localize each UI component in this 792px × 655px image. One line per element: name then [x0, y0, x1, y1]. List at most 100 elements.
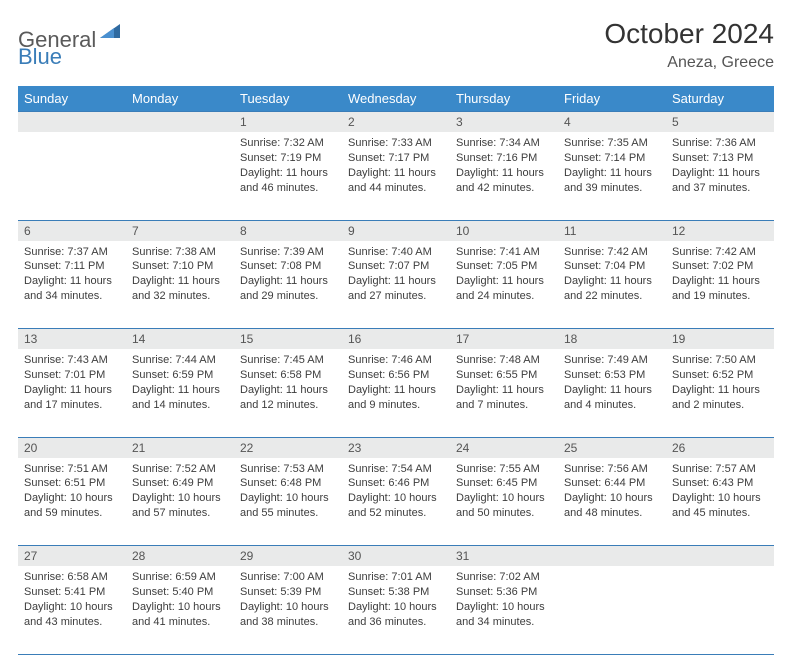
location: Aneza, Greece [604, 54, 774, 72]
day-details: Sunrise: 7:57 AMSunset: 6:43 PMDaylight:… [666, 458, 774, 527]
day-body-cell: Sunrise: 7:45 AMSunset: 6:58 PMDaylight:… [234, 349, 342, 437]
daynum-row: 13141516171819 [18, 329, 774, 350]
daynum-row: 12345 [18, 112, 774, 133]
day-number-cell: 10 [450, 220, 558, 241]
day-number-cell: 27 [18, 546, 126, 567]
day-number-cell: 18 [558, 329, 666, 350]
day-number-cell: 26 [666, 437, 774, 458]
day-details: Sunrise: 7:56 AMSunset: 6:44 PMDaylight:… [558, 458, 666, 527]
day-details: Sunrise: 7:39 AMSunset: 7:08 PMDaylight:… [234, 241, 342, 310]
day-details: Sunrise: 7:49 AMSunset: 6:53 PMDaylight:… [558, 349, 666, 418]
week-row: Sunrise: 7:32 AMSunset: 7:19 PMDaylight:… [18, 132, 774, 220]
day-number-cell: 24 [450, 437, 558, 458]
week-row: Sunrise: 7:37 AMSunset: 7:11 PMDaylight:… [18, 241, 774, 329]
day-number-cell: 19 [666, 329, 774, 350]
day-number-cell: 5 [666, 112, 774, 133]
logo-triangle-icon [100, 24, 120, 43]
day-details: Sunrise: 7:52 AMSunset: 6:49 PMDaylight:… [126, 458, 234, 527]
day-body-cell: Sunrise: 6:59 AMSunset: 5:40 PMDaylight:… [126, 566, 234, 654]
weekday-header: Wednesday [342, 86, 450, 112]
day-number-cell: 14 [126, 329, 234, 350]
day-number-cell [666, 546, 774, 567]
day-details: Sunrise: 6:58 AMSunset: 5:41 PMDaylight:… [18, 566, 126, 635]
day-details: Sunrise: 7:43 AMSunset: 7:01 PMDaylight:… [18, 349, 126, 418]
day-details: Sunrise: 7:40 AMSunset: 7:07 PMDaylight:… [342, 241, 450, 310]
day-details: Sunrise: 7:33 AMSunset: 7:17 PMDaylight:… [342, 132, 450, 201]
day-number-cell: 7 [126, 220, 234, 241]
day-number-cell: 9 [342, 220, 450, 241]
day-details: Sunrise: 7:38 AMSunset: 7:10 PMDaylight:… [126, 241, 234, 310]
day-body-cell: Sunrise: 7:34 AMSunset: 7:16 PMDaylight:… [450, 132, 558, 220]
calendar-page: General October 2024 Aneza, Greece Blue … [0, 0, 792, 655]
day-number-cell: 6 [18, 220, 126, 241]
day-body-cell: Sunrise: 7:56 AMSunset: 6:44 PMDaylight:… [558, 458, 666, 546]
day-details: Sunrise: 7:41 AMSunset: 7:05 PMDaylight:… [450, 241, 558, 310]
day-body-cell: Sunrise: 7:50 AMSunset: 6:52 PMDaylight:… [666, 349, 774, 437]
day-details: Sunrise: 7:44 AMSunset: 6:59 PMDaylight:… [126, 349, 234, 418]
day-body-cell [126, 132, 234, 220]
day-body-cell [666, 566, 774, 654]
daynum-row: 6789101112 [18, 220, 774, 241]
day-body-cell: Sunrise: 7:57 AMSunset: 6:43 PMDaylight:… [666, 458, 774, 546]
day-body-cell: Sunrise: 7:43 AMSunset: 7:01 PMDaylight:… [18, 349, 126, 437]
day-details: Sunrise: 7:35 AMSunset: 7:14 PMDaylight:… [558, 132, 666, 201]
day-body-cell: Sunrise: 7:38 AMSunset: 7:10 PMDaylight:… [126, 241, 234, 329]
day-number-cell: 31 [450, 546, 558, 567]
day-details: Sunrise: 7:46 AMSunset: 6:56 PMDaylight:… [342, 349, 450, 418]
day-body-cell: Sunrise: 7:40 AMSunset: 7:07 PMDaylight:… [342, 241, 450, 329]
day-number-cell [126, 112, 234, 133]
day-details: Sunrise: 7:36 AMSunset: 7:13 PMDaylight:… [666, 132, 774, 201]
day-body-cell: Sunrise: 7:32 AMSunset: 7:19 PMDaylight:… [234, 132, 342, 220]
title-block: October 2024 Aneza, Greece [604, 18, 774, 72]
day-details: Sunrise: 7:37 AMSunset: 7:11 PMDaylight:… [18, 241, 126, 310]
day-number-cell: 3 [450, 112, 558, 133]
day-body-cell: Sunrise: 7:37 AMSunset: 7:11 PMDaylight:… [18, 241, 126, 329]
day-number-cell [18, 112, 126, 133]
day-body-cell: Sunrise: 7:52 AMSunset: 6:49 PMDaylight:… [126, 458, 234, 546]
calendar-table: Sunday Monday Tuesday Wednesday Thursday… [18, 86, 774, 655]
day-body-cell: Sunrise: 7:39 AMSunset: 7:08 PMDaylight:… [234, 241, 342, 329]
day-number-cell: 20 [18, 437, 126, 458]
weekday-header: Tuesday [234, 86, 342, 112]
day-body-cell: Sunrise: 7:49 AMSunset: 6:53 PMDaylight:… [558, 349, 666, 437]
daynum-row: 20212223242526 [18, 437, 774, 458]
day-number-cell [558, 546, 666, 567]
day-number-cell: 30 [342, 546, 450, 567]
weekday-header: Monday [126, 86, 234, 112]
daynum-row: 2728293031 [18, 546, 774, 567]
day-details: Sunrise: 7:51 AMSunset: 6:51 PMDaylight:… [18, 458, 126, 527]
week-row: Sunrise: 7:51 AMSunset: 6:51 PMDaylight:… [18, 458, 774, 546]
day-details: Sunrise: 6:59 AMSunset: 5:40 PMDaylight:… [126, 566, 234, 635]
day-body-cell: Sunrise: 7:02 AMSunset: 5:36 PMDaylight:… [450, 566, 558, 654]
week-row: Sunrise: 6:58 AMSunset: 5:41 PMDaylight:… [18, 566, 774, 654]
day-number-cell: 12 [666, 220, 774, 241]
day-details: Sunrise: 7:42 AMSunset: 7:04 PMDaylight:… [558, 241, 666, 310]
weekday-header: Saturday [666, 86, 774, 112]
day-body-cell: Sunrise: 7:42 AMSunset: 7:02 PMDaylight:… [666, 241, 774, 329]
day-number-cell: 25 [558, 437, 666, 458]
day-details: Sunrise: 7:54 AMSunset: 6:46 PMDaylight:… [342, 458, 450, 527]
day-details: Sunrise: 7:01 AMSunset: 5:38 PMDaylight:… [342, 566, 450, 635]
day-body-cell: Sunrise: 7:55 AMSunset: 6:45 PMDaylight:… [450, 458, 558, 546]
day-body-cell: Sunrise: 7:33 AMSunset: 7:17 PMDaylight:… [342, 132, 450, 220]
day-body-cell: Sunrise: 7:44 AMSunset: 6:59 PMDaylight:… [126, 349, 234, 437]
day-number-cell: 4 [558, 112, 666, 133]
day-number-cell: 22 [234, 437, 342, 458]
day-body-cell: Sunrise: 7:42 AMSunset: 7:04 PMDaylight:… [558, 241, 666, 329]
day-number-cell: 11 [558, 220, 666, 241]
day-body-cell [558, 566, 666, 654]
day-number-cell: 2 [342, 112, 450, 133]
day-body-cell: Sunrise: 6:58 AMSunset: 5:41 PMDaylight:… [18, 566, 126, 654]
weekday-header: Thursday [450, 86, 558, 112]
day-number-cell: 28 [126, 546, 234, 567]
day-details: Sunrise: 7:50 AMSunset: 6:52 PMDaylight:… [666, 349, 774, 418]
weekday-header-row: Sunday Monday Tuesday Wednesday Thursday… [18, 86, 774, 112]
day-body-cell [18, 132, 126, 220]
day-details: Sunrise: 7:32 AMSunset: 7:19 PMDaylight:… [234, 132, 342, 201]
day-body-cell: Sunrise: 7:48 AMSunset: 6:55 PMDaylight:… [450, 349, 558, 437]
month-title: October 2024 [604, 18, 774, 50]
header: General October 2024 Aneza, Greece [18, 18, 774, 72]
day-details: Sunrise: 7:02 AMSunset: 5:36 PMDaylight:… [450, 566, 558, 635]
day-number-cell: 21 [126, 437, 234, 458]
day-number-cell: 15 [234, 329, 342, 350]
